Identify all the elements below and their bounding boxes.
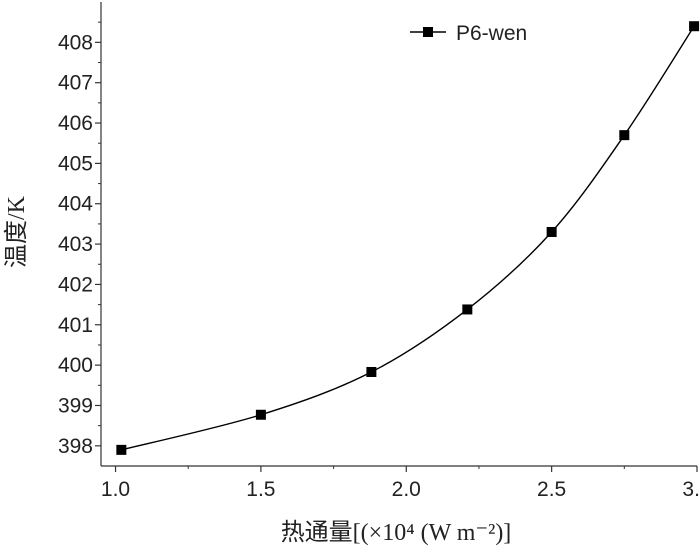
axes bbox=[100, 2, 697, 467]
y-tick-label: 406 bbox=[58, 112, 93, 135]
x-tick-label: 1.0 bbox=[101, 478, 130, 501]
data-point bbox=[689, 21, 700, 32]
data-point bbox=[546, 226, 557, 237]
legend: P6-wen bbox=[410, 22, 527, 45]
y-axis-title: 温度/K bbox=[3, 195, 30, 268]
y-tick-label: 403 bbox=[58, 233, 93, 256]
series-line bbox=[121, 25, 695, 451]
legend-label: P6-wen bbox=[456, 22, 527, 45]
y-tick-label: 398 bbox=[58, 435, 93, 458]
data-point bbox=[116, 444, 127, 455]
y-tick-label: 404 bbox=[58, 193, 93, 216]
y-tick-label: 402 bbox=[58, 273, 93, 296]
x-axis-title: 热通量[(×10⁴ (W m⁻²)] bbox=[281, 519, 512, 546]
x-tick-label: 3.0 bbox=[682, 478, 700, 501]
series-layer bbox=[116, 21, 700, 455]
y-tick-label: 405 bbox=[58, 152, 93, 175]
ticks: 398 399 400 401 402 403 404 405 406 407 408 1.0 1.5 2… bbox=[58, 21, 700, 501]
y-tick-label: 407 bbox=[58, 72, 93, 95]
y-tick-label: 408 bbox=[58, 31, 93, 54]
data-point bbox=[462, 304, 473, 315]
y-tick-label: 399 bbox=[58, 394, 93, 417]
x-tick-label: 2.5 bbox=[537, 478, 566, 501]
y-tick-label: 400 bbox=[58, 354, 93, 377]
legend-marker-square bbox=[423, 27, 433, 37]
data-point bbox=[619, 130, 630, 141]
x-tick-label: 1.5 bbox=[246, 478, 275, 501]
data-point bbox=[366, 366, 377, 377]
y-tick-label: 401 bbox=[58, 314, 93, 337]
data-point bbox=[255, 409, 266, 420]
x-tick-label: 2.0 bbox=[392, 478, 421, 501]
